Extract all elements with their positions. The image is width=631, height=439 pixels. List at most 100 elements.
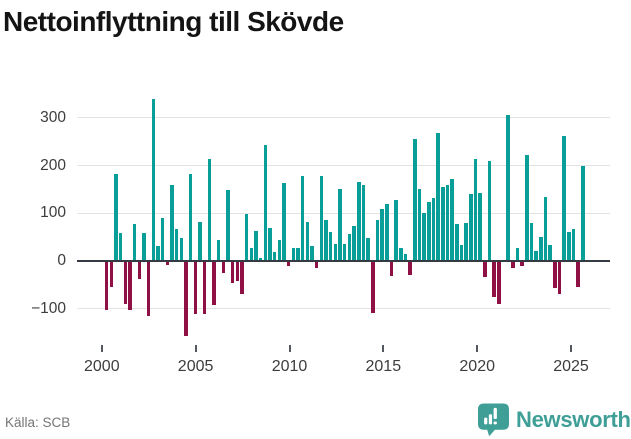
bar [230,262,235,283]
bar [431,197,436,260]
bar [104,262,109,310]
bar [142,233,146,260]
bar [483,262,487,277]
bar [473,158,478,260]
newsworthy-logo: Newsworthy [478,403,631,437]
bar [487,161,492,260]
bar [118,233,123,260]
bar [202,262,207,315]
bar [371,262,375,314]
bar [296,248,300,260]
gridline--100 [77,308,610,310]
bar [193,262,198,315]
bar [179,237,184,260]
x-tick-mark [194,345,197,352]
bar [571,229,576,260]
bar [310,245,314,260]
bar [244,213,249,260]
gridline-100 [77,212,610,214]
bar [520,262,524,267]
bar [174,229,179,260]
bar [403,254,408,260]
bar [417,188,422,260]
newsworthy-chart-bubble-icon [478,403,509,437]
bar [300,175,305,260]
bar [408,262,412,275]
bar [132,224,137,260]
bar [216,239,221,260]
bar [422,212,426,260]
bar [151,99,156,260]
bar [324,219,328,260]
x-tick-mark [476,345,479,352]
bar [291,247,296,260]
bar [184,262,188,336]
source-caption: Källa: SCB [5,415,71,430]
bar [286,262,291,266]
bar [114,173,118,260]
bar [399,247,403,260]
bar [109,262,114,287]
bar [557,262,562,294]
y-tick-label: 300 [40,108,66,126]
bar [160,217,165,260]
y-tick-label: −100 [31,299,66,317]
bar [450,179,454,260]
bar [165,262,170,265]
bar [305,221,310,260]
bar [380,209,384,260]
bar [328,232,333,260]
y-tick-label: 0 [57,252,66,269]
newsworthy-wordmark: Newsworthy [516,407,631,432]
x-tick-label: 2015 [365,358,402,375]
bar [361,184,366,260]
bar [427,202,431,260]
bar [366,237,370,260]
bar [357,182,361,260]
bar [319,176,324,260]
x-tick-mark [382,345,385,352]
x-tick-label: 2010 [271,358,308,375]
bar [413,139,417,260]
bar [128,262,132,310]
bar [436,133,440,260]
x-tick-label: 2000 [84,358,120,375]
bar [576,262,580,287]
bar [553,262,557,288]
bar [511,262,515,269]
x-tick-label: 2025 [553,358,589,375]
bar [198,221,202,260]
bar [226,190,230,260]
bar [137,262,142,280]
bar [497,262,501,304]
x-tick-mark [100,345,103,352]
bar [212,262,216,306]
bar [492,262,496,298]
x-tick-mark [288,345,291,352]
bar [459,244,464,260]
bar [235,262,240,282]
bar [515,248,520,260]
bar [240,262,244,295]
bar [534,250,538,260]
bar [445,184,450,260]
bar [385,204,389,260]
zero-axis-line [77,259,610,263]
bar [539,236,543,260]
bar [543,197,548,260]
bar [455,224,459,260]
bar [263,145,268,260]
gridline-200 [77,165,610,166]
bar [562,136,566,260]
bar [268,227,272,260]
y-tick-label: 200 [40,156,66,174]
bar [207,159,212,260]
bar [170,184,174,260]
bar [342,244,347,260]
bar [258,257,263,260]
bar [272,252,277,260]
bar [277,239,282,260]
bar [333,244,338,260]
bar [548,245,552,260]
x-tick-mark [570,345,572,352]
